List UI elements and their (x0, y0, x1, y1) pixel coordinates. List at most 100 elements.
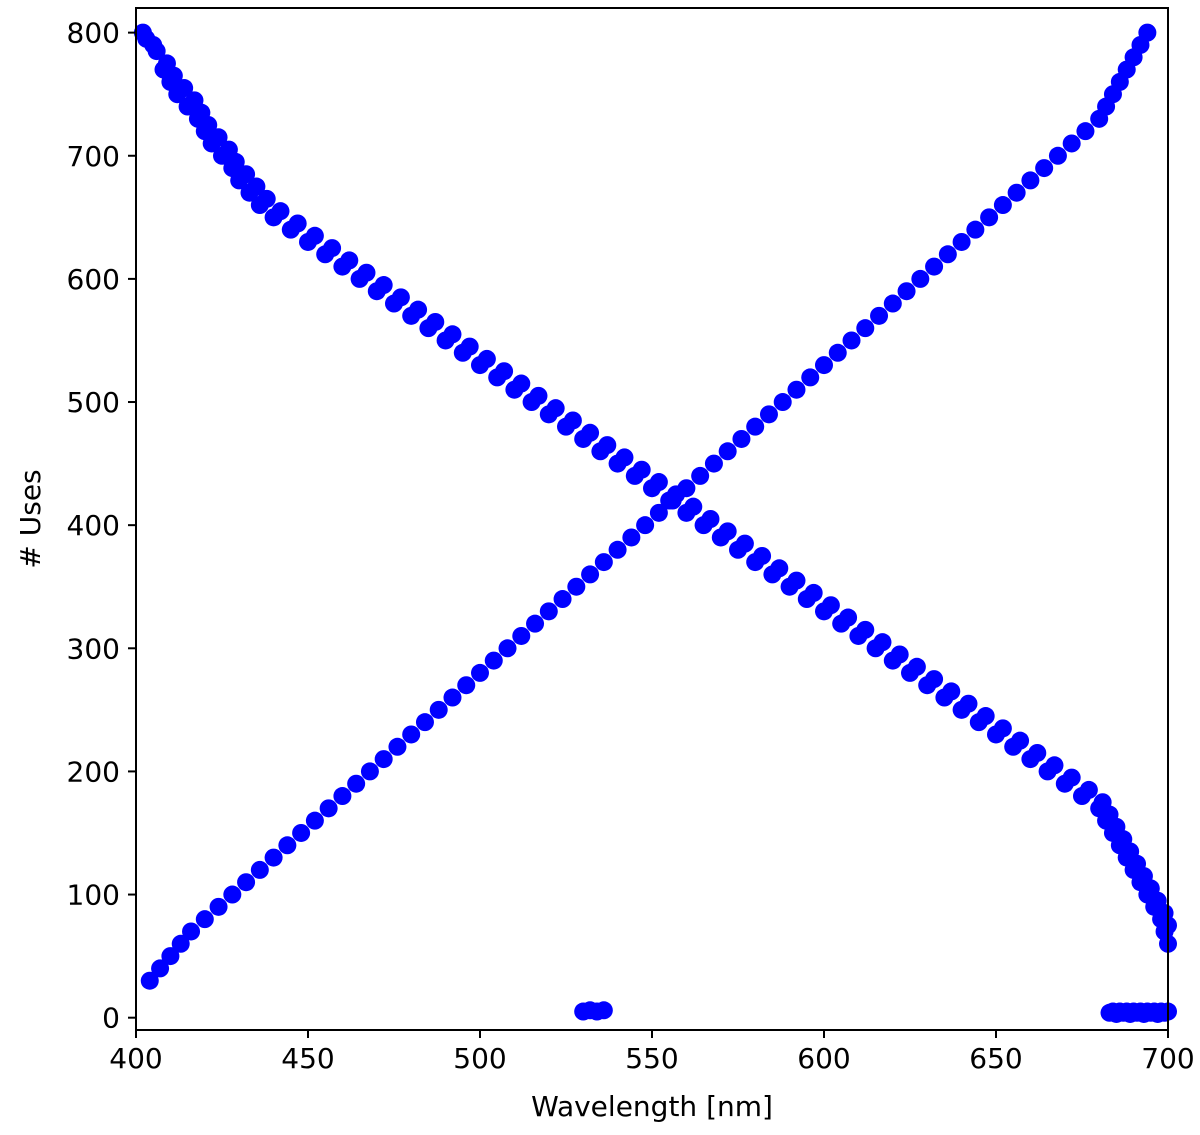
scatter-point (1155, 1003, 1174, 1022)
scatter-point (925, 670, 944, 689)
scatter-point (718, 442, 737, 461)
x-axis-label: Wavelength [nm] (531, 1090, 773, 1123)
scatter-point (374, 750, 393, 769)
scatter-point (598, 436, 617, 455)
scatter-point (223, 885, 242, 904)
scatter-point (512, 374, 531, 393)
scatter-point (636, 516, 655, 535)
scatter-point (409, 300, 428, 319)
scatter-point (471, 663, 489, 682)
scatter-point (209, 128, 228, 147)
scatter-point (890, 645, 909, 664)
scatter-point (323, 239, 342, 258)
x-tick-label: 550 (625, 1042, 678, 1075)
scatter-point (684, 497, 703, 516)
y-tick-label: 200 (67, 755, 120, 788)
scatter-point (815, 356, 833, 375)
scatter-point (140, 971, 159, 990)
scatter-point (925, 257, 944, 276)
scatter-point (883, 294, 902, 313)
scatter-point (615, 448, 634, 467)
scatter-point (1045, 756, 1064, 775)
scatter-point (966, 220, 985, 239)
scatter-point (938, 245, 957, 264)
scatter-point (305, 811, 324, 830)
scatter-point (237, 165, 256, 184)
scatter-point (993, 719, 1012, 738)
x-tick-label: 600 (797, 1042, 850, 1075)
scatter-point (842, 331, 861, 350)
y-tick-label: 600 (67, 263, 120, 296)
scatter-point (608, 540, 627, 559)
scatter-point (209, 897, 228, 916)
scatter-point (567, 577, 586, 596)
x-tick-label: 650 (969, 1042, 1022, 1075)
scatter-point (199, 115, 218, 134)
scatter-point (1062, 134, 1081, 153)
scatter-point (484, 651, 503, 670)
scatter-point (250, 860, 269, 879)
scatter-point (839, 608, 858, 627)
scatter-point (257, 189, 276, 208)
scatter-point (746, 417, 765, 436)
y-tick-label: 400 (67, 509, 120, 542)
scatter-point (1028, 743, 1047, 762)
scatter-point (137, 29, 156, 48)
scatter-point (704, 454, 723, 473)
scatter-point (415, 713, 434, 732)
scatter-point (526, 614, 545, 633)
scatter-point (347, 774, 366, 793)
scatter-point (691, 466, 710, 485)
scatter-point (292, 823, 311, 842)
scatter-point (1076, 122, 1095, 141)
x-tick-label: 700 (1141, 1042, 1194, 1075)
scatter-point (622, 528, 641, 547)
scatter-point (594, 1001, 613, 1020)
scatter-point (581, 423, 600, 442)
y-tick-label: 700 (67, 140, 120, 173)
x-axis: 400 450 500 550 600 650 700 (109, 1030, 1195, 1075)
scatter-point (718, 522, 737, 541)
scatter-point (1079, 780, 1098, 799)
scatter-point (677, 479, 696, 498)
scatter-point (539, 602, 558, 621)
scatter-point (271, 202, 290, 221)
scatter-point (701, 510, 720, 528)
scatter-point (182, 922, 201, 941)
scatter-point (649, 503, 668, 522)
scatter-point (426, 312, 445, 331)
scatter-point (976, 707, 995, 726)
scatter-point (663, 491, 682, 510)
scatter-point (856, 620, 875, 639)
scatter-point (264, 848, 283, 867)
scatter-point (147, 42, 166, 61)
scatter-point (175, 79, 194, 98)
scatter-point (1048, 146, 1067, 165)
scatter-point (959, 694, 978, 713)
scatter-point (873, 633, 892, 652)
scatter-point (477, 349, 496, 368)
scatter-point (856, 319, 875, 338)
scatter-point (732, 429, 751, 448)
plot-area (133, 23, 1177, 1023)
scatter-point (828, 343, 847, 362)
scatter-point (333, 787, 352, 806)
x-tick-label: 400 (109, 1042, 162, 1075)
scatter-point (770, 559, 789, 578)
scatter-point (759, 405, 778, 424)
scatter-point (319, 799, 338, 818)
scatter-point (457, 676, 476, 695)
y-tick-label: 0 (102, 1002, 120, 1035)
scatter-point (1021, 171, 1040, 190)
scatter-point (1035, 159, 1054, 178)
scatter-point (649, 473, 668, 492)
scatter-point (911, 269, 930, 288)
scatter-point (443, 688, 462, 707)
scatter-point (360, 762, 379, 781)
scatter-point (980, 208, 999, 227)
scatter-point (460, 337, 479, 356)
scatter-point (546, 399, 565, 418)
scatter-point (512, 626, 531, 645)
scatter-point (632, 460, 651, 479)
